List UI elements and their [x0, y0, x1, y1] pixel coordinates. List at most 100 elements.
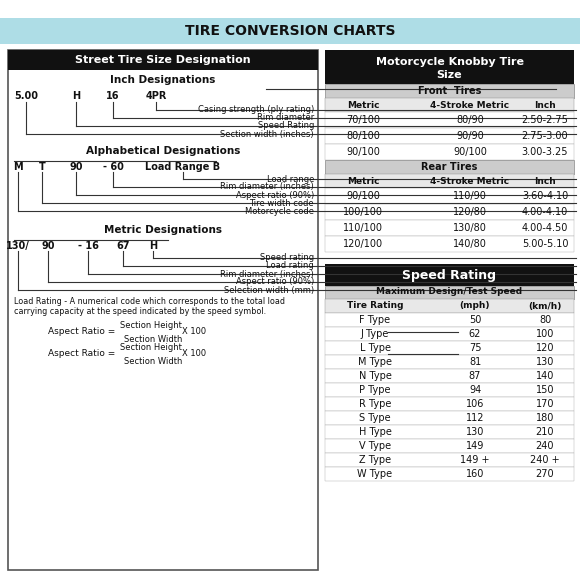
Text: Motorcycle code: Motorcycle code [245, 206, 314, 216]
Text: 112: 112 [466, 413, 484, 423]
Bar [0, 0, 580, 18]
Bar [325, 411, 574, 425]
Bar [325, 467, 574, 481]
Text: N Type: N Type [358, 371, 392, 381]
Text: 120/80: 120/80 [453, 207, 487, 217]
Text: 240: 240 [536, 441, 554, 451]
Text: Tire Rating: Tire Rating [347, 302, 403, 310]
Text: 90/100: 90/100 [346, 147, 380, 157]
Text: R Type: R Type [359, 399, 391, 409]
Text: 130: 130 [536, 357, 554, 367]
Text: (km/h): (km/h) [528, 302, 561, 310]
Text: TIRE CONVERSION CHARTS: TIRE CONVERSION CHARTS [185, 24, 395, 38]
Text: 140/80: 140/80 [453, 239, 487, 249]
Text: J Type: J Type [361, 329, 389, 339]
Text: 90: 90 [41, 241, 55, 251]
Text: Load Range B: Load Range B [146, 162, 220, 172]
Text: 160: 160 [466, 469, 484, 479]
Text: 180: 180 [536, 413, 554, 423]
Text: 110/100: 110/100 [343, 223, 383, 233]
Text: Speed Rating: Speed Rating [403, 269, 496, 281]
Text: 50: 50 [469, 315, 481, 325]
Text: 3.00-3.25: 3.00-3.25 [522, 147, 568, 157]
Bar [325, 220, 574, 236]
Text: M: M [13, 162, 23, 172]
Text: 130/: 130/ [6, 241, 30, 251]
Bar [325, 98, 574, 112]
Text: Aspect ratio (90%): Aspect ratio (90%) [235, 190, 314, 200]
Bar [325, 144, 574, 160]
Text: Section Height: Section Height [120, 343, 182, 351]
Text: Inch: Inch [534, 176, 556, 186]
Text: 94: 94 [469, 385, 481, 395]
Text: 170: 170 [536, 399, 554, 409]
Text: 4-Stroke Metric: 4-Stroke Metric [430, 100, 510, 110]
Text: 100: 100 [536, 329, 554, 339]
Text: carrying capacity at the speed indicated by the speed symbol.: carrying capacity at the speed indicated… [14, 307, 266, 317]
Text: Tire width code: Tire width code [249, 198, 314, 208]
Text: Rim diameter (inches): Rim diameter (inches) [220, 183, 314, 191]
Bar [325, 383, 574, 397]
Text: Aspect Ratio =: Aspect Ratio = [48, 350, 115, 358]
Text: T: T [39, 162, 45, 172]
Text: Street Tire Size Designation: Street Tire Size Designation [75, 55, 251, 65]
Text: 75: 75 [469, 343, 481, 353]
Text: 2.50-2.75: 2.50-2.75 [521, 115, 568, 125]
Text: X 100: X 100 [182, 328, 206, 336]
Text: - 60: - 60 [103, 162, 124, 172]
Text: H: H [72, 91, 80, 101]
Text: 106: 106 [466, 399, 484, 409]
Text: 110/90: 110/90 [453, 191, 487, 201]
Text: Z Type: Z Type [359, 455, 391, 465]
Text: 5.00-5.10: 5.00-5.10 [522, 239, 568, 249]
Bar [325, 341, 574, 355]
Bar [325, 188, 574, 204]
Bar [325, 204, 574, 220]
Text: Metric: Metric [347, 100, 379, 110]
Text: 90/100: 90/100 [453, 147, 487, 157]
Text: Section Height: Section Height [120, 321, 182, 329]
Text: 5.00: 5.00 [14, 91, 38, 101]
Text: 210: 210 [536, 427, 554, 437]
Text: V Type: V Type [359, 441, 391, 451]
Text: 3.60-4.10: 3.60-4.10 [522, 191, 568, 201]
Bar [325, 174, 574, 188]
Text: 240 +: 240 + [530, 455, 560, 465]
Text: 270: 270 [536, 469, 554, 479]
Text: Aspect ratio (90%): Aspect ratio (90%) [235, 277, 314, 287]
Bar [325, 112, 574, 128]
Bar [325, 50, 574, 84]
Bar [325, 453, 574, 467]
Bar [325, 264, 574, 286]
Text: Rear Tires: Rear Tires [421, 162, 478, 172]
Bar [325, 313, 574, 327]
Bar [325, 397, 574, 411]
Text: Load rating: Load rating [266, 262, 314, 270]
Text: Load range: Load range [267, 175, 314, 183]
Text: Size: Size [437, 70, 462, 80]
Text: Rim diameter: Rim diameter [257, 114, 314, 122]
Text: 149: 149 [466, 441, 484, 451]
Text: 90: 90 [69, 162, 83, 172]
Bar [8, 50, 318, 70]
Text: L Type: L Type [360, 343, 390, 353]
Text: Selection width (mm): Selection width (mm) [224, 285, 314, 295]
Text: P Type: P Type [359, 385, 391, 395]
Text: M Type: M Type [358, 357, 392, 367]
Text: Metric Designations: Metric Designations [104, 225, 222, 235]
Bar [325, 355, 574, 369]
Bar [325, 128, 574, 144]
Text: 2.75-3.00: 2.75-3.00 [521, 131, 568, 141]
Text: Metric: Metric [347, 176, 379, 186]
Text: W Type: W Type [357, 469, 393, 479]
Text: 67: 67 [116, 241, 130, 251]
Text: 4.00-4.50: 4.00-4.50 [522, 223, 568, 233]
Text: Casing strength (ply rating): Casing strength (ply rating) [198, 106, 314, 114]
Bar [325, 369, 574, 383]
Text: 90/100: 90/100 [346, 191, 380, 201]
Text: Inch Designations: Inch Designations [110, 75, 216, 85]
Bar [325, 439, 574, 453]
Text: H Type: H Type [358, 427, 392, 437]
Text: 90/90: 90/90 [456, 131, 484, 141]
Text: 62: 62 [469, 329, 481, 339]
